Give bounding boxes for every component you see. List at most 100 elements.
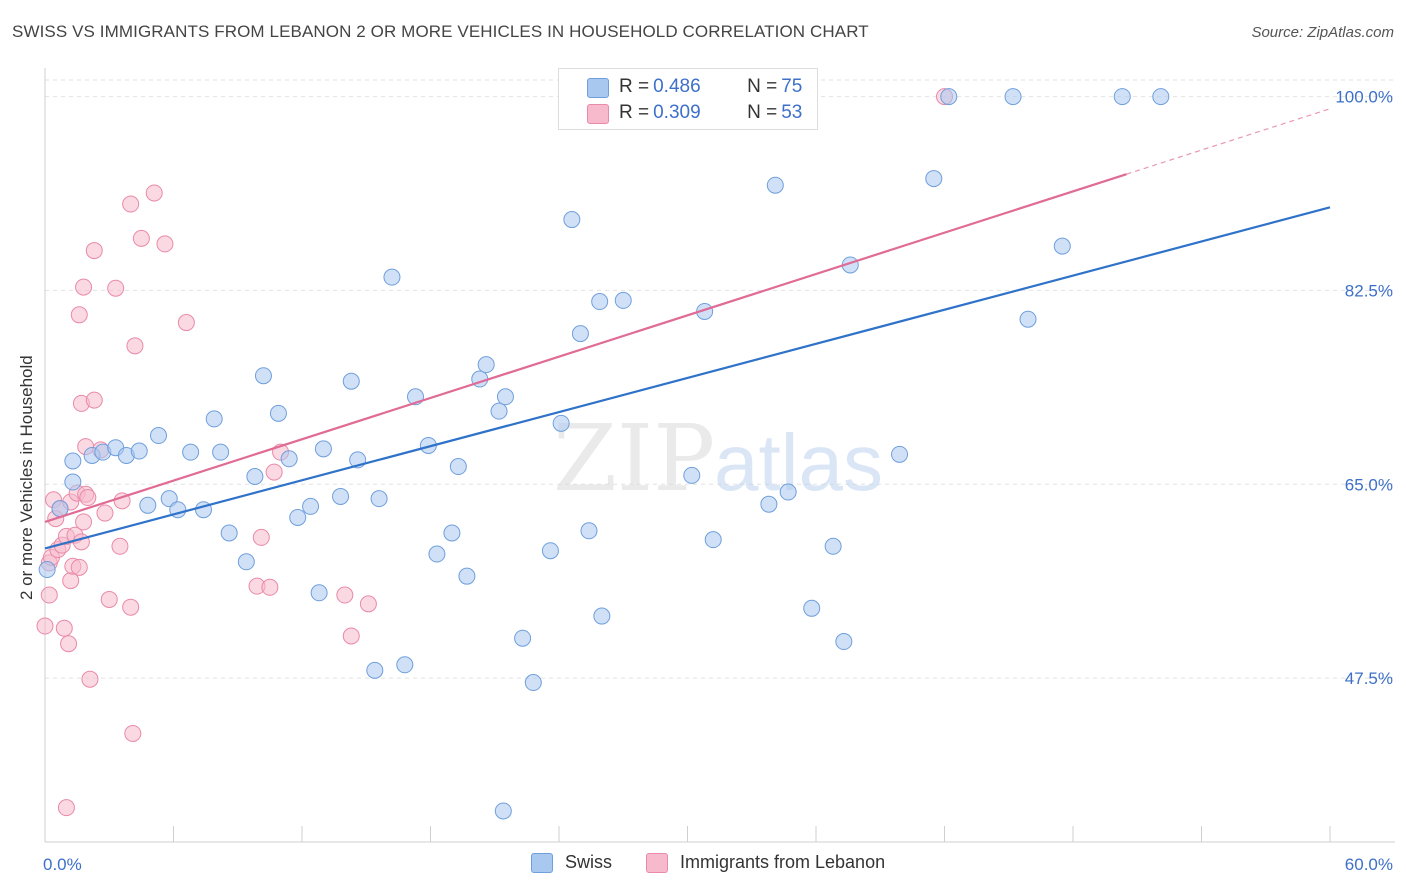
swiss-point bbox=[541, 542, 559, 560]
legend-r-label: R = bbox=[619, 76, 650, 97]
swiss-point bbox=[205, 410, 223, 428]
lebanon-point bbox=[145, 184, 163, 202]
swiss-point bbox=[314, 440, 332, 458]
swiss-point bbox=[835, 633, 853, 651]
lebanon-point bbox=[122, 598, 140, 616]
swiss-point bbox=[580, 522, 598, 540]
swiss-point bbox=[496, 388, 514, 406]
lebanon-point bbox=[70, 558, 88, 576]
lebanon-point bbox=[55, 619, 73, 637]
swiss-point bbox=[428, 545, 446, 563]
swiss-point bbox=[64, 452, 82, 470]
lebanon-point bbox=[111, 537, 129, 555]
legend-swatch-lebanon-bottom bbox=[646, 852, 668, 873]
grid-lines bbox=[45, 79, 1395, 679]
swiss-point bbox=[280, 450, 298, 468]
trend-lines bbox=[44, 108, 1331, 550]
chart-title: SWISS VS IMMIGRANTS FROM LEBANON 2 OR MO… bbox=[12, 22, 869, 41]
lebanon-point bbox=[85, 242, 103, 260]
legend-swatch-swiss-bottom bbox=[531, 852, 553, 873]
swiss-point bbox=[1113, 88, 1131, 106]
lebanon-trend-extension bbox=[1126, 108, 1331, 175]
stats-legend: R = 0.486 N = 75 R = 0.309 N = 53 bbox=[558, 68, 818, 130]
swiss-point bbox=[571, 325, 589, 343]
legend-item-swiss[interactable]: Swiss bbox=[531, 852, 612, 873]
lebanon-point bbox=[126, 337, 144, 355]
lebanon-trend-line bbox=[44, 173, 1127, 523]
swiss-point bbox=[443, 524, 461, 542]
legend-r-value: 0.309 bbox=[653, 102, 701, 123]
lebanon-point bbox=[60, 635, 78, 653]
swiss-point bbox=[38, 561, 56, 579]
lebanon-point bbox=[132, 229, 150, 247]
lebanon-point bbox=[70, 306, 88, 324]
y-axis-label: 2 or more Vehicles in Household bbox=[17, 355, 36, 600]
lebanon-point bbox=[75, 278, 93, 296]
swiss-point bbox=[370, 490, 388, 508]
legend-n-label: N = bbox=[747, 102, 778, 123]
y-tick-label: 82.5% bbox=[1345, 281, 1393, 300]
lebanon-point bbox=[85, 391, 103, 409]
swiss-point bbox=[342, 372, 360, 390]
x-tick-labels: 0.0% 60.0% bbox=[43, 855, 1393, 874]
watermark-atlas: atlas bbox=[714, 418, 883, 507]
lebanon-point bbox=[261, 578, 279, 596]
swiss-point bbox=[212, 443, 230, 461]
swiss-point bbox=[803, 599, 821, 617]
swiss-point bbox=[477, 356, 495, 374]
lebanon-point bbox=[75, 513, 93, 531]
lebanon-point bbox=[40, 586, 58, 604]
swiss-point bbox=[64, 473, 82, 491]
legend-item-lebanon[interactable]: Immigrants from Lebanon bbox=[646, 852, 885, 873]
legend-swatch-lebanon bbox=[587, 104, 609, 124]
swiss-point bbox=[220, 524, 238, 542]
swiss-point bbox=[563, 211, 581, 229]
y-tick-label: 100.0% bbox=[1335, 88, 1393, 107]
legend-label-lebanon: Immigrants from Lebanon bbox=[680, 852, 886, 872]
swiss-point bbox=[310, 584, 328, 602]
lebanon-point bbox=[122, 195, 140, 213]
legend-n-value: 75 bbox=[781, 76, 803, 97]
swiss-point bbox=[683, 466, 701, 484]
y-tick-label: 47.5% bbox=[1345, 669, 1393, 688]
swiss-point bbox=[940, 88, 958, 106]
legend-r-value: 0.486 bbox=[653, 76, 701, 97]
lebanon-point bbox=[36, 617, 54, 635]
lebanon-point bbox=[156, 235, 174, 253]
watermark-zip: ZIP bbox=[553, 405, 715, 512]
swiss-point bbox=[591, 293, 609, 311]
swiss-point bbox=[779, 483, 797, 501]
lebanon-point bbox=[336, 586, 354, 604]
swiss-point bbox=[552, 414, 570, 432]
lebanon-point bbox=[57, 799, 75, 817]
swiss-point bbox=[302, 497, 320, 515]
swiss-point bbox=[289, 508, 307, 526]
legend-n-label: N = bbox=[747, 76, 778, 97]
swiss-point bbox=[383, 268, 401, 286]
swiss-point bbox=[1053, 237, 1071, 255]
swiss-point bbox=[130, 442, 148, 460]
series-legend: Swiss Immigrants from Lebanon bbox=[0, 852, 1406, 876]
swiss-point bbox=[254, 367, 272, 385]
swiss-point bbox=[824, 537, 842, 555]
y-tick-labels: 47.5% 65.0% 82.5% 100.0% bbox=[1335, 88, 1393, 688]
swiss-point bbox=[182, 443, 200, 461]
lebanon-point bbox=[107, 279, 125, 297]
swiss-point bbox=[524, 674, 542, 692]
y-tick-label: 65.0% bbox=[1345, 475, 1393, 494]
swiss-point bbox=[490, 402, 508, 420]
lebanon-point bbox=[79, 489, 97, 507]
legend-label-swiss: Swiss bbox=[565, 852, 613, 872]
swiss-points bbox=[38, 88, 1170, 820]
swiss-point bbox=[458, 567, 476, 585]
legend-row-swiss: R = 0.486 N = 75 bbox=[619, 74, 802, 100]
lebanon-point bbox=[96, 504, 114, 522]
x-tick-label: 60.0% bbox=[1345, 855, 1393, 874]
swiss-point bbox=[150, 427, 168, 445]
swiss-point bbox=[366, 661, 384, 679]
lebanon-point bbox=[252, 528, 270, 546]
lebanon-point bbox=[359, 595, 377, 613]
swiss-point bbox=[514, 629, 532, 647]
x-tick-label: 0.0% bbox=[43, 855, 82, 874]
